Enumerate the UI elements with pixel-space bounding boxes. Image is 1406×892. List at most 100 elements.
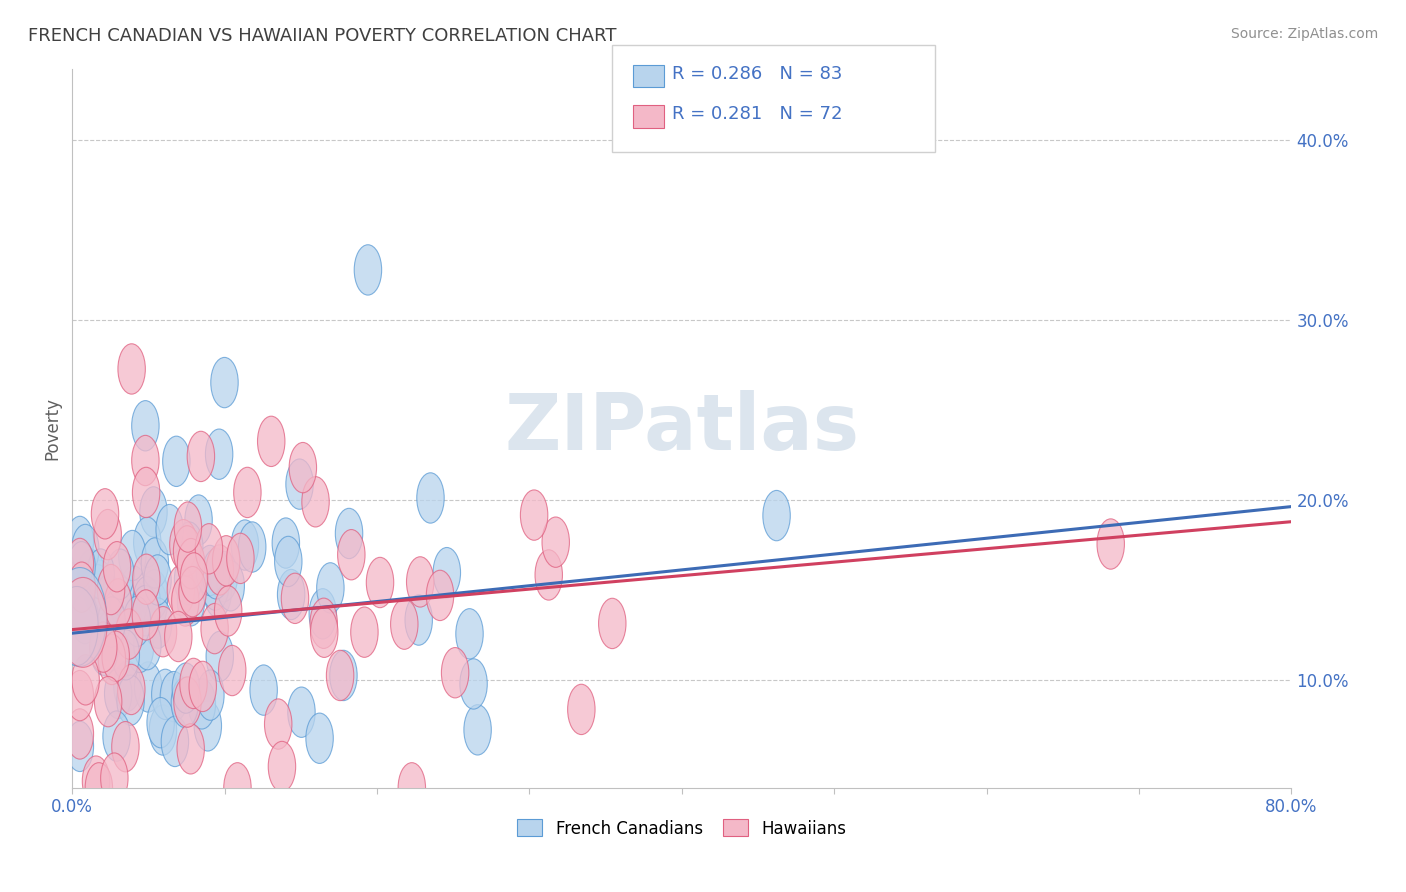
- Ellipse shape: [307, 713, 333, 764]
- Ellipse shape: [288, 687, 315, 738]
- Ellipse shape: [149, 607, 177, 657]
- Ellipse shape: [202, 549, 229, 599]
- Ellipse shape: [84, 565, 111, 615]
- Ellipse shape: [156, 504, 183, 555]
- Ellipse shape: [212, 535, 240, 586]
- Ellipse shape: [163, 436, 190, 486]
- Ellipse shape: [146, 698, 174, 747]
- Ellipse shape: [120, 579, 146, 630]
- Ellipse shape: [132, 590, 160, 640]
- Ellipse shape: [231, 520, 259, 570]
- Ellipse shape: [441, 648, 468, 698]
- Ellipse shape: [204, 567, 232, 617]
- Ellipse shape: [103, 711, 131, 761]
- Ellipse shape: [426, 570, 454, 621]
- Ellipse shape: [103, 541, 131, 592]
- Ellipse shape: [118, 531, 146, 581]
- Ellipse shape: [311, 607, 337, 657]
- Ellipse shape: [176, 522, 202, 573]
- Ellipse shape: [86, 560, 114, 610]
- Ellipse shape: [763, 491, 790, 541]
- Ellipse shape: [131, 585, 159, 636]
- Ellipse shape: [132, 576, 160, 627]
- Ellipse shape: [107, 549, 134, 599]
- Ellipse shape: [187, 431, 215, 482]
- Ellipse shape: [66, 722, 94, 772]
- Ellipse shape: [218, 645, 246, 696]
- Ellipse shape: [83, 756, 110, 806]
- Ellipse shape: [90, 622, 117, 673]
- Ellipse shape: [367, 558, 394, 607]
- Ellipse shape: [205, 429, 233, 479]
- Ellipse shape: [53, 567, 107, 666]
- Ellipse shape: [180, 658, 207, 708]
- Ellipse shape: [290, 442, 316, 492]
- Ellipse shape: [464, 705, 491, 755]
- Ellipse shape: [97, 610, 124, 661]
- Ellipse shape: [326, 650, 354, 700]
- Ellipse shape: [170, 519, 197, 570]
- Text: ZIPatlas: ZIPatlas: [505, 390, 859, 467]
- Ellipse shape: [391, 599, 418, 649]
- Ellipse shape: [172, 677, 198, 728]
- Ellipse shape: [132, 401, 159, 451]
- Ellipse shape: [309, 589, 336, 639]
- Ellipse shape: [141, 570, 167, 620]
- Ellipse shape: [118, 343, 145, 394]
- Ellipse shape: [197, 545, 224, 596]
- Ellipse shape: [180, 553, 208, 603]
- Ellipse shape: [134, 619, 162, 670]
- Ellipse shape: [599, 599, 626, 648]
- Text: Source: ZipAtlas.com: Source: ZipAtlas.com: [1230, 27, 1378, 41]
- Ellipse shape: [541, 517, 569, 567]
- Ellipse shape: [264, 698, 292, 749]
- Ellipse shape: [201, 603, 228, 654]
- Ellipse shape: [94, 574, 122, 625]
- Y-axis label: Poverty: Poverty: [44, 397, 60, 459]
- Ellipse shape: [174, 554, 202, 605]
- Ellipse shape: [274, 536, 302, 587]
- Ellipse shape: [277, 569, 305, 620]
- Ellipse shape: [149, 705, 177, 756]
- Text: FRENCH CANADIAN VS HAWAIIAN POVERTY CORRELATION CHART: FRENCH CANADIAN VS HAWAIIAN POVERTY CORR…: [28, 27, 617, 45]
- Ellipse shape: [568, 684, 595, 735]
- Ellipse shape: [211, 358, 238, 408]
- Ellipse shape: [103, 631, 129, 681]
- Ellipse shape: [416, 473, 444, 523]
- Ellipse shape: [184, 495, 212, 545]
- Ellipse shape: [132, 435, 159, 486]
- Legend: French Canadians, Hawaiians: French Canadians, Hawaiians: [510, 813, 853, 844]
- Ellipse shape: [281, 574, 309, 624]
- Ellipse shape: [66, 516, 94, 566]
- Ellipse shape: [104, 668, 132, 719]
- Ellipse shape: [117, 675, 145, 725]
- Ellipse shape: [207, 632, 233, 681]
- Ellipse shape: [273, 518, 299, 568]
- Ellipse shape: [115, 609, 143, 659]
- Ellipse shape: [201, 560, 229, 610]
- Ellipse shape: [460, 659, 488, 709]
- Ellipse shape: [520, 490, 548, 541]
- Ellipse shape: [239, 522, 266, 572]
- Ellipse shape: [197, 670, 224, 721]
- Ellipse shape: [194, 701, 222, 751]
- Ellipse shape: [94, 676, 122, 727]
- Ellipse shape: [335, 508, 363, 558]
- Ellipse shape: [172, 663, 200, 714]
- Ellipse shape: [97, 565, 125, 615]
- Ellipse shape: [110, 577, 136, 628]
- Ellipse shape: [67, 562, 96, 613]
- Ellipse shape: [330, 650, 357, 700]
- Ellipse shape: [226, 533, 254, 583]
- Ellipse shape: [177, 723, 204, 774]
- Ellipse shape: [217, 561, 245, 611]
- Ellipse shape: [165, 611, 193, 662]
- Ellipse shape: [59, 577, 107, 667]
- Ellipse shape: [101, 753, 128, 804]
- Ellipse shape: [72, 524, 98, 574]
- Ellipse shape: [114, 661, 141, 711]
- Ellipse shape: [132, 467, 160, 517]
- Ellipse shape: [405, 595, 433, 645]
- Ellipse shape: [302, 476, 329, 527]
- Ellipse shape: [67, 541, 96, 592]
